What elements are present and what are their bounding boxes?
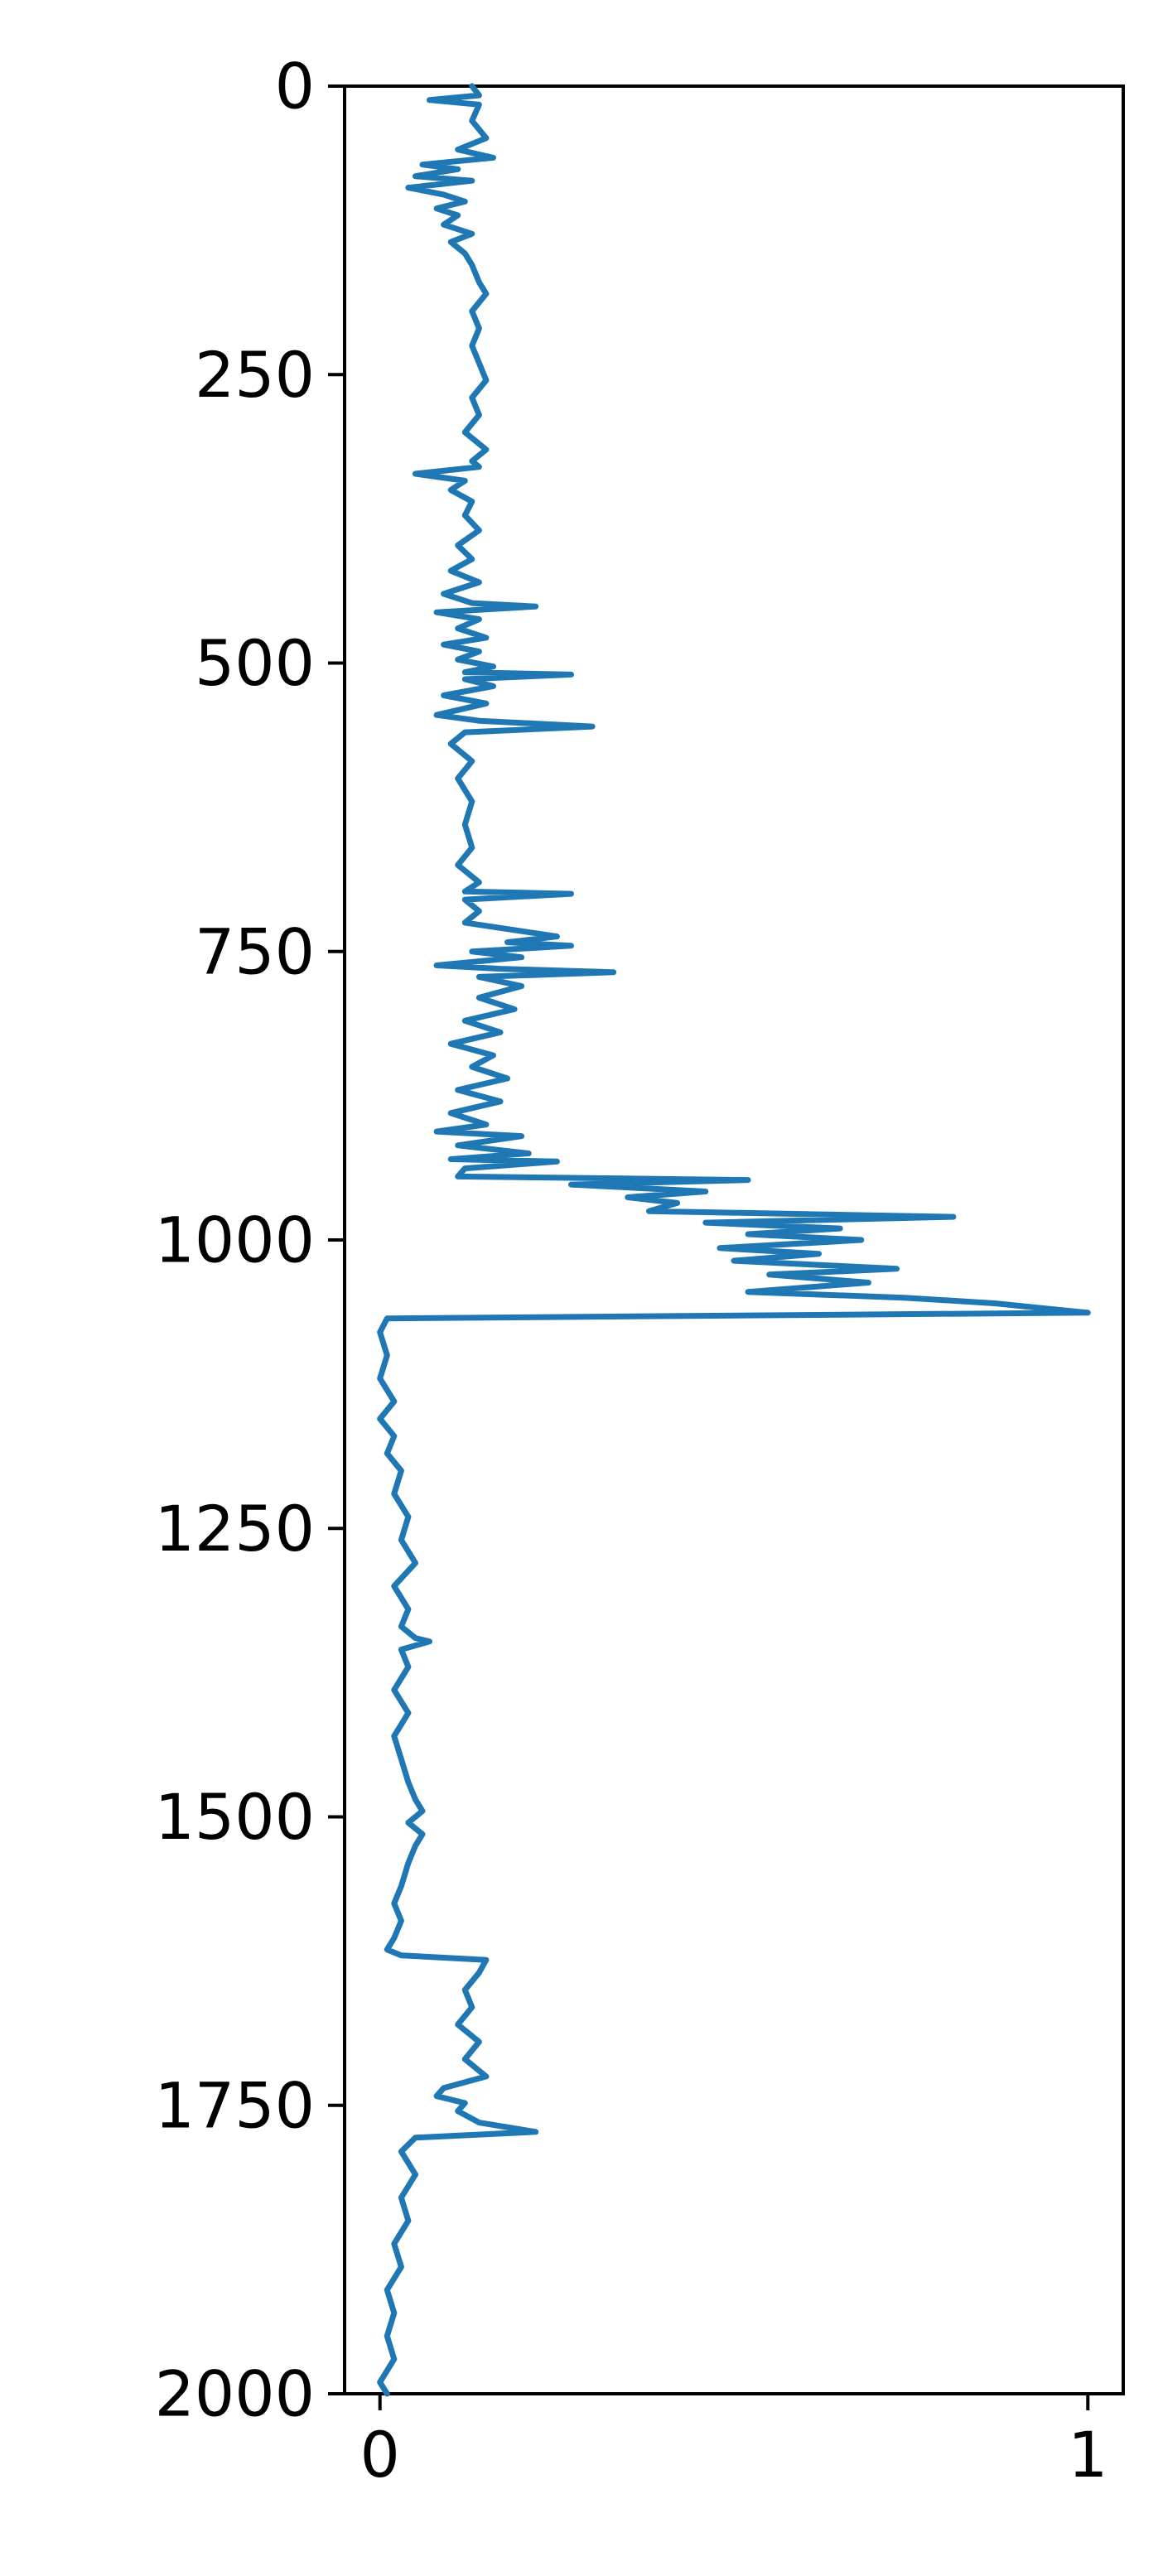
y-tick-label: 1250 [155, 1492, 315, 1565]
data-series-line [377, 83, 1091, 2397]
plot-area [343, 83, 1125, 2397]
y-axis: 0 250 500 750 1000 1250 1500 1750 2000 [155, 50, 345, 2431]
x-tick-label: 0 [360, 2418, 400, 2492]
y-tick-label: 2000 [155, 2357, 315, 2431]
y-tick-label: 1750 [155, 2068, 315, 2142]
y-tick-label: 750 [195, 914, 315, 988]
x-tick-label: 1 [1068, 2418, 1108, 2492]
y-tick-label: 1000 [155, 1204, 315, 1277]
plot-frame [343, 84, 1125, 2395]
y-tick-label: 0 [275, 50, 315, 123]
y-tick-label: 250 [195, 338, 315, 412]
y-tick-label: 1500 [155, 1780, 315, 1854]
y-tick-label: 500 [195, 626, 315, 700]
